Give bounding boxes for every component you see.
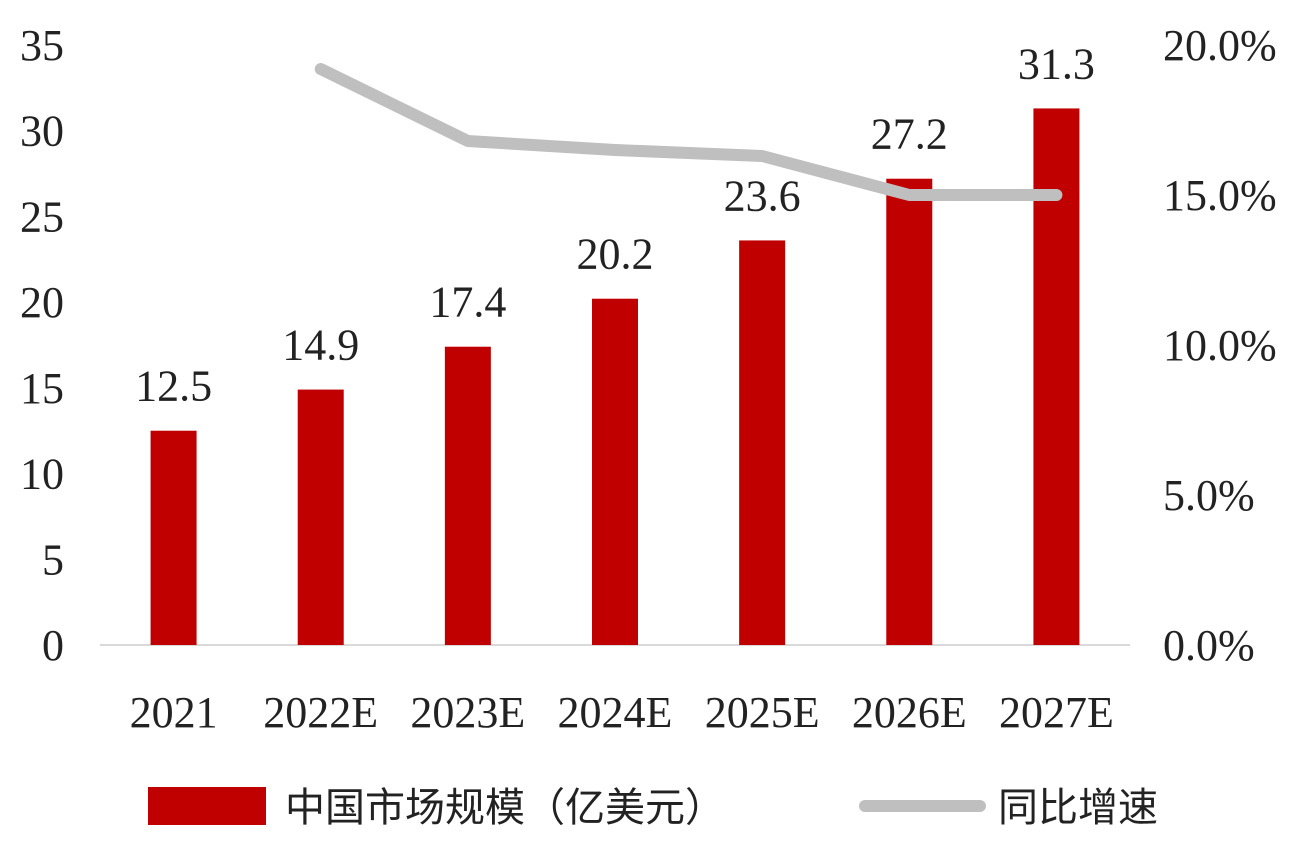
left-axis-tick-label: 25: [20, 192, 64, 241]
bar-2023E: [444, 346, 491, 645]
legend-bar-label: 中国市场规模（亿美元）: [285, 785, 725, 831]
x-axis-category-label: 2024E: [558, 688, 673, 737]
legend-line-label: 同比增速: [998, 785, 1158, 831]
legend-bar-swatch: [148, 787, 266, 825]
x-axis-category-label: 2022E: [263, 688, 378, 737]
bar-2026E: [886, 178, 933, 645]
bar-2027E: [1033, 108, 1080, 645]
data-label-2024E: 20.2: [577, 230, 654, 279]
right-axis-tick-label: 15.0%: [1163, 171, 1277, 220]
left-axis-tick-label: 0: [42, 621, 64, 670]
left-axis-tick-label: 35: [20, 21, 64, 70]
data-label-2026E: 27.2: [871, 110, 948, 159]
left-axis-tick-label: 20: [20, 278, 64, 327]
right-axis-tick-label: 10.0%: [1163, 321, 1277, 370]
left-axis-tick-label: 30: [20, 107, 64, 156]
growth-line: [314, 63, 1063, 201]
data-label-2025E: 23.6: [724, 171, 801, 220]
left-axis-tick-label: 10: [20, 450, 64, 499]
left-axis-ticks: 0 5 10 15 20 25 30 35: [20, 21, 64, 670]
x-axis-category-label: 2027E: [999, 688, 1114, 737]
x-axis-category-label: 2021: [130, 688, 218, 737]
left-axis-tick-label: 5: [42, 535, 64, 584]
x-axis-category-label: 2025E: [705, 688, 820, 737]
data-label-2027E: 31.3: [1018, 39, 1095, 88]
bar-2025E: [739, 240, 786, 645]
data-label-2023E: 17.4: [429, 278, 506, 327]
right-axis-ticks: 0.0% 5.0% 10.0% 15.0% 20.0%: [1163, 21, 1277, 670]
bar-2024E: [592, 298, 638, 645]
data-label-2021: 12.5: [135, 362, 212, 411]
bar-series: [150, 108, 1080, 645]
right-axis-tick-label: 5.0%: [1163, 471, 1255, 520]
x-axis-category-label: 2023E: [410, 688, 525, 737]
right-axis-tick-label: 0.0%: [1163, 621, 1255, 670]
data-labels: 12.5 14.9 17.4 20.2 23.6 27.2 31.3: [135, 39, 1095, 410]
legend: 中国市场规模（亿美元） 同比增速: [148, 785, 1158, 831]
bar-2021: [150, 430, 197, 645]
x-axis-categories: 2021 2022E 2023E 2024E 2025E 2026E 2027E: [130, 688, 1114, 737]
data-label-2022E: 14.9: [282, 321, 359, 370]
right-axis-tick-label: 20.0%: [1163, 21, 1277, 70]
bar-2022E: [297, 389, 344, 645]
left-axis-tick-label: 15: [20, 364, 64, 413]
x-axis-category-label: 2026E: [852, 688, 967, 737]
